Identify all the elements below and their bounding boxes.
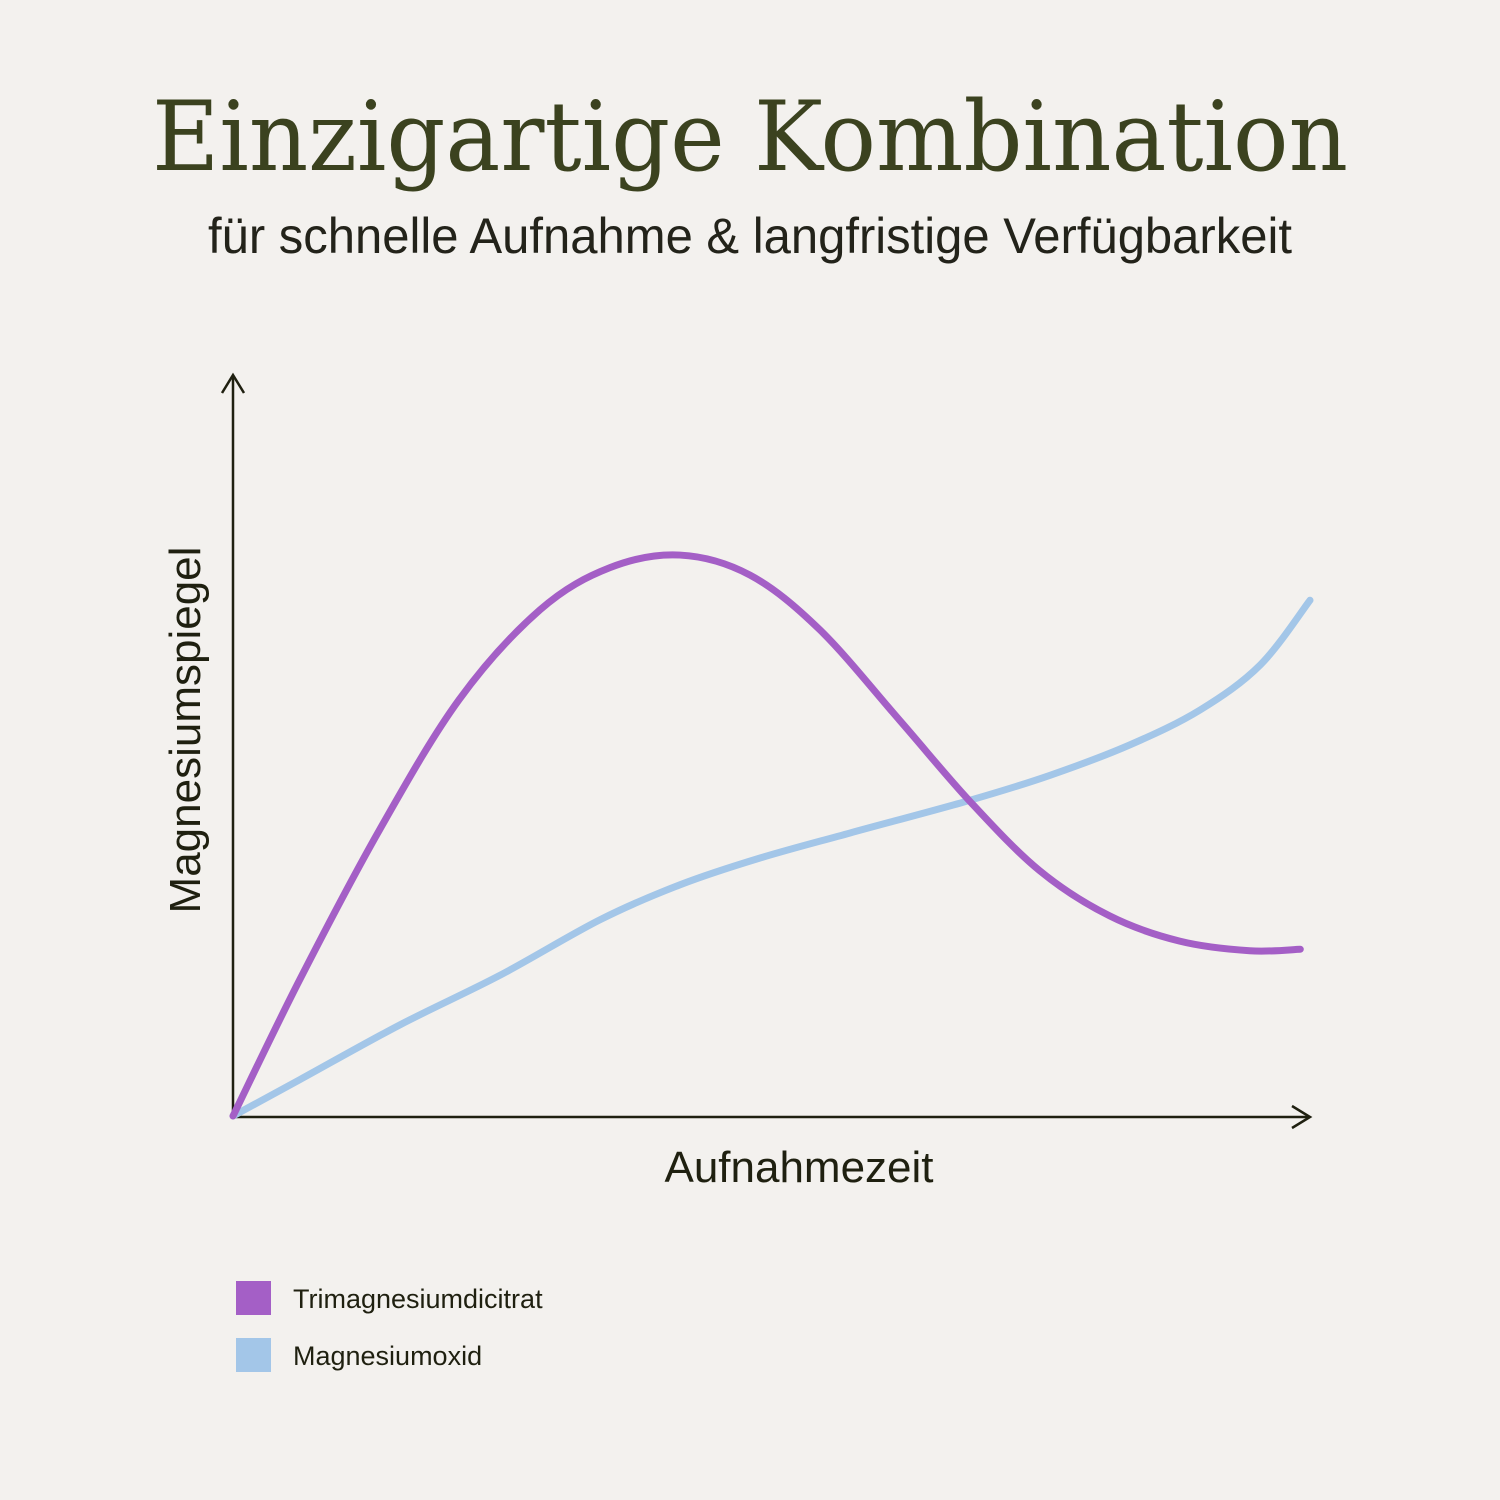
legend-swatch bbox=[236, 1281, 271, 1315]
chart-title: Einzigartige Kombination bbox=[152, 81, 1348, 193]
y-axis-arrow bbox=[220, 372, 246, 394]
plot-area bbox=[229, 551, 1314, 1120]
legend: Trimagnesiumdicitrat Magnesiumoxid bbox=[236, 1281, 543, 1372]
legend-swatch bbox=[236, 1338, 271, 1372]
x-axis-arrow bbox=[1291, 1104, 1313, 1130]
axes bbox=[220, 372, 1313, 1130]
y-axis-label: Magnesiumspiegel bbox=[161, 547, 210, 914]
line-series bbox=[229, 551, 1304, 1120]
legend-label: Magnesiumoxid bbox=[293, 1341, 482, 1371]
chart-subtitle: für schnelle Aufnahme & langfristige Ver… bbox=[208, 208, 1292, 264]
line-series bbox=[229, 596, 1314, 1120]
x-axis-label: Aufnahmezeit bbox=[664, 1143, 933, 1192]
legend-label: Trimagnesiumdicitrat bbox=[293, 1284, 543, 1314]
